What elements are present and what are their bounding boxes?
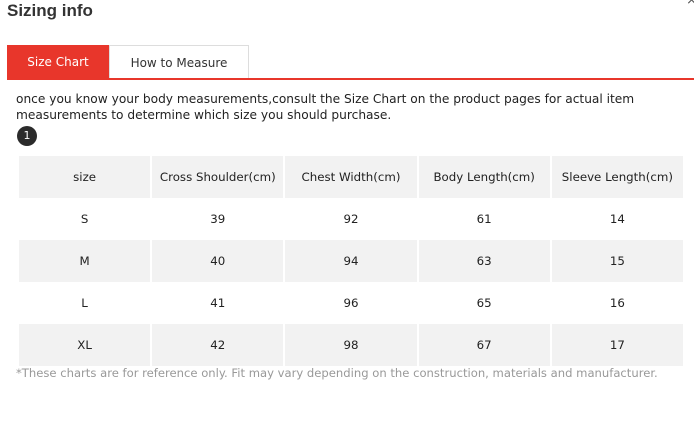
close-icon[interactable]: ×: [686, 0, 694, 8]
step-number-badge: 1: [17, 126, 37, 146]
table-row: M 40 94 63 15: [19, 240, 683, 282]
tab-bar: Size Chart How to Measure: [7, 45, 249, 78]
cell-sleeve-length: 14: [609, 212, 625, 226]
cell-sleeve-length: 16: [609, 296, 625, 310]
header-body-length: Body Length(cm): [418, 156, 550, 198]
disclaimer-footnote: *These charts are for reference only. Fi…: [16, 366, 658, 380]
tab-how-to-measure[interactable]: How to Measure: [109, 45, 249, 78]
header-size: size: [19, 156, 151, 198]
dialog-title: Sizing info: [7, 1, 93, 20]
cell-sleeve-length: 17: [551, 324, 683, 366]
cell-size: L: [81, 296, 88, 310]
cell-body-length: 61: [476, 212, 492, 226]
header-sleeve-length: Sleeve Length(cm): [551, 156, 683, 198]
intro-text: once you know your body measurements,con…: [16, 92, 635, 122]
cell-body-length: 67: [418, 324, 550, 366]
table-row: L 41 96 65 16: [19, 282, 683, 324]
tab-underline: [7, 78, 694, 80]
cell-cross-shoulder: 40: [152, 240, 284, 282]
cell-chest-width: 94: [285, 240, 417, 282]
cell-cross-shoulder: 41: [210, 296, 226, 310]
cell-size: XL: [19, 324, 151, 366]
table-header-row: size Cross Shoulder(cm) Chest Width(cm) …: [19, 156, 683, 198]
cell-size: S: [80, 212, 89, 226]
table-row: XL 42 98 67 17: [19, 324, 683, 366]
cell-body-length: 63: [418, 240, 550, 282]
cell-cross-shoulder: 42: [152, 324, 284, 366]
cell-cross-shoulder: 39: [210, 212, 226, 226]
cell-body-length: 65: [476, 296, 492, 310]
size-chart-table: size Cross Shoulder(cm) Chest Width(cm) …: [17, 156, 685, 366]
cell-sleeve-length: 15: [551, 240, 683, 282]
cell-chest-width: 98: [285, 324, 417, 366]
cell-chest-width: 92: [343, 212, 359, 226]
header-cross-shoulder: Cross Shoulder(cm): [152, 156, 284, 198]
table-row: S 39 92 61 14: [19, 198, 683, 240]
header-chest-width: Chest Width(cm): [285, 156, 417, 198]
cell-chest-width: 96: [343, 296, 359, 310]
cell-size: M: [19, 240, 151, 282]
tab-size-chart[interactable]: Size Chart: [7, 45, 109, 78]
